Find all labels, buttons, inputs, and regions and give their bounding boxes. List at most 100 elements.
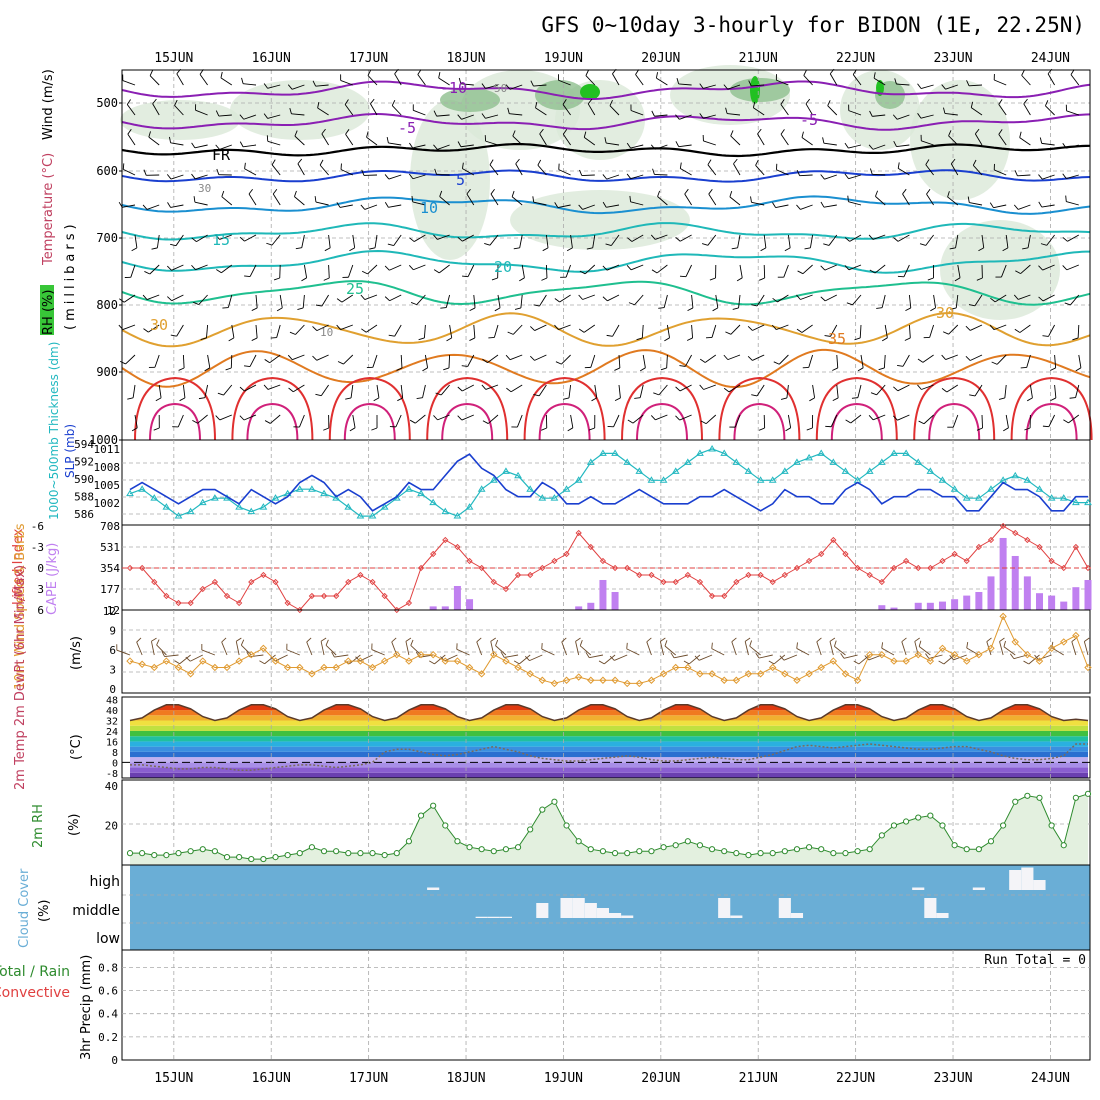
- wind-barb-flag: [804, 247, 811, 250]
- li-point: [805, 557, 813, 565]
- cape-bar: [587, 602, 595, 610]
- wind-barb: [592, 234, 596, 248]
- wind-barb: [925, 234, 934, 246]
- precip-axis-label: 3hr Precip (mm): [79, 955, 94, 1060]
- wind-barb-flag: [949, 247, 956, 250]
- wind-barb-flag: [950, 307, 957, 310]
- wind-barb-flag: [1039, 137, 1043, 144]
- wind-barb: [981, 234, 985, 248]
- li-point: [587, 543, 594, 551]
- wind-barb: [575, 641, 580, 656]
- li-tick-label: 3: [37, 583, 44, 596]
- wind-barb-flag: [942, 331, 949, 335]
- wind-barb: [123, 294, 136, 303]
- wind-barb-flag: [361, 169, 365, 176]
- wind-barb-flag: [384, 296, 390, 302]
- wind-barb-flag: [1034, 654, 1039, 660]
- wind-barb-flag: [758, 277, 765, 281]
- wind-barb: [829, 73, 838, 86]
- thickness-point: [659, 476, 668, 483]
- wind-barb-flag: [797, 270, 804, 275]
- wind-barb-flag: [1072, 337, 1079, 341]
- wind-barb: [286, 649, 300, 656]
- rh2m-point: [1072, 794, 1079, 801]
- rh-shade-peak: [580, 84, 600, 100]
- wind-barb: [448, 354, 451, 369]
- wind-barb: [918, 646, 931, 656]
- wind-barb-flag: [941, 388, 948, 393]
- wind-barb: [534, 354, 547, 361]
- li-point: [248, 578, 255, 586]
- wind-barb-flag: [438, 72, 441, 79]
- wind-barb-flag: [136, 637, 142, 643]
- wind-barb-flag: [405, 637, 412, 642]
- wind-barb-flag: [388, 334, 395, 337]
- wind-barb: [122, 324, 136, 330]
- wind-barb: [658, 384, 668, 396]
- cape-bar: [1072, 587, 1080, 610]
- wind-barb-flag: [989, 324, 995, 330]
- li-point: [745, 571, 752, 579]
- wind-barb-flag: [806, 427, 813, 431]
- wind-barb-flag: [433, 234, 438, 240]
- wind-barb-flag: [965, 356, 971, 361]
- wind-barb: [197, 414, 208, 424]
- wind-barb: [729, 196, 741, 206]
- wind-barb-flag: [149, 70, 154, 76]
- wind-barb-flag: [239, 141, 244, 148]
- wind-barb: [151, 641, 155, 656]
- wind-barb: [609, 105, 620, 116]
- wind-barb: [758, 654, 773, 659]
- temp-band: [130, 715, 1088, 721]
- wind-barb-flag: [1042, 425, 1049, 428]
- li-point: [915, 564, 922, 572]
- temp-band: [130, 767, 1088, 773]
- wind-barb-flag: [345, 129, 350, 135]
- wind-barb-flag: [541, 277, 548, 281]
- day-label-top: 22JUN: [836, 51, 875, 66]
- wind-barb-flag: [331, 651, 335, 658]
- li-point: [696, 578, 704, 586]
- wind-barb-flag: [824, 335, 831, 337]
- cloud-high-bar: [1033, 880, 1046, 890]
- wind-barb: [461, 114, 474, 120]
- wind-barb: [996, 354, 1007, 365]
- wind-barb-flag: [319, 159, 324, 166]
- li-point: [987, 536, 995, 544]
- wind-barb-flag: [443, 367, 450, 371]
- temp-band: [130, 730, 1088, 737]
- li-point: [793, 564, 801, 572]
- wind-barb-flag: [386, 136, 389, 144]
- wind-barb-flag: [869, 269, 876, 274]
- wind-barb: [1075, 384, 1080, 398]
- wind-barb-flag: [723, 354, 729, 360]
- wind-barb: [341, 294, 354, 303]
- wind-barb: [776, 324, 789, 331]
- wind-barb: [267, 384, 281, 390]
- wind-barb: [957, 264, 961, 278]
- wind-barb-flag: [587, 98, 593, 105]
- li-point: [721, 592, 728, 600]
- wind-barb: [955, 234, 959, 248]
- wind-barb-flag: [675, 237, 681, 242]
- wind-barb-flag: [240, 639, 245, 646]
- wind-barb: [417, 74, 426, 86]
- wind-barb: [642, 354, 646, 368]
- cloud-middle-bar: [487, 916, 500, 918]
- wind-barb-flag: [191, 142, 196, 149]
- wind-barb: [968, 84, 983, 87]
- wind-barb-flag: [167, 202, 172, 208]
- slp-tick-label: 1005: [94, 479, 121, 492]
- wind-barb: [122, 80, 136, 86]
- li-point: [878, 578, 885, 586]
- wind-barb-flag: [707, 159, 712, 165]
- wind-barb: [733, 163, 741, 176]
- rh2m-point: [733, 850, 740, 857]
- li-point: [138, 564, 146, 572]
- wind-barb-flag: [748, 80, 752, 87]
- precip-tick-label: 0: [111, 1054, 118, 1067]
- wind-barb: [825, 294, 838, 302]
- wind-barb-flag: [585, 652, 590, 658]
- wind-barb: [219, 234, 232, 240]
- wind10m-point: [223, 663, 231, 672]
